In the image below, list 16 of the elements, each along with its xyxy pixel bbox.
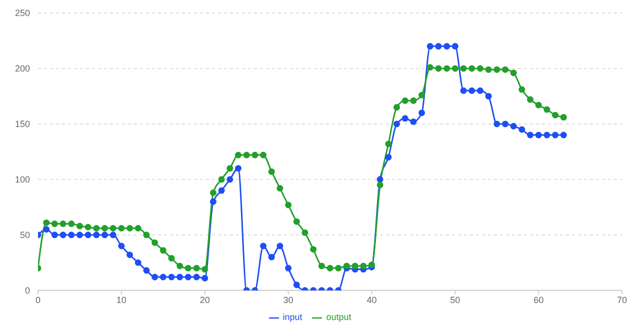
x-tick-label: 50 [450,294,460,305]
legend-label: input [282,312,302,322]
y-tick-label: 250 [14,8,30,18]
x-tick-label: 60 [534,294,544,305]
y-tick-label: 150 [14,119,30,130]
y-tick-label: 100 [14,174,30,185]
x-tick-label: 70 [616,294,628,305]
x-tick-label: 20 [200,294,210,305]
legend-label: output [326,312,352,322]
x-tick-label: 0 [35,294,41,305]
x-tick-label: 30 [283,294,294,305]
x-tick-label: 10 [116,294,126,305]
y-tick-label: 0 [24,286,30,296]
y-tick-label: 50 [20,230,30,240]
x-tick-label: 40 [366,294,377,305]
y-tick-label: 200 [14,64,30,74]
